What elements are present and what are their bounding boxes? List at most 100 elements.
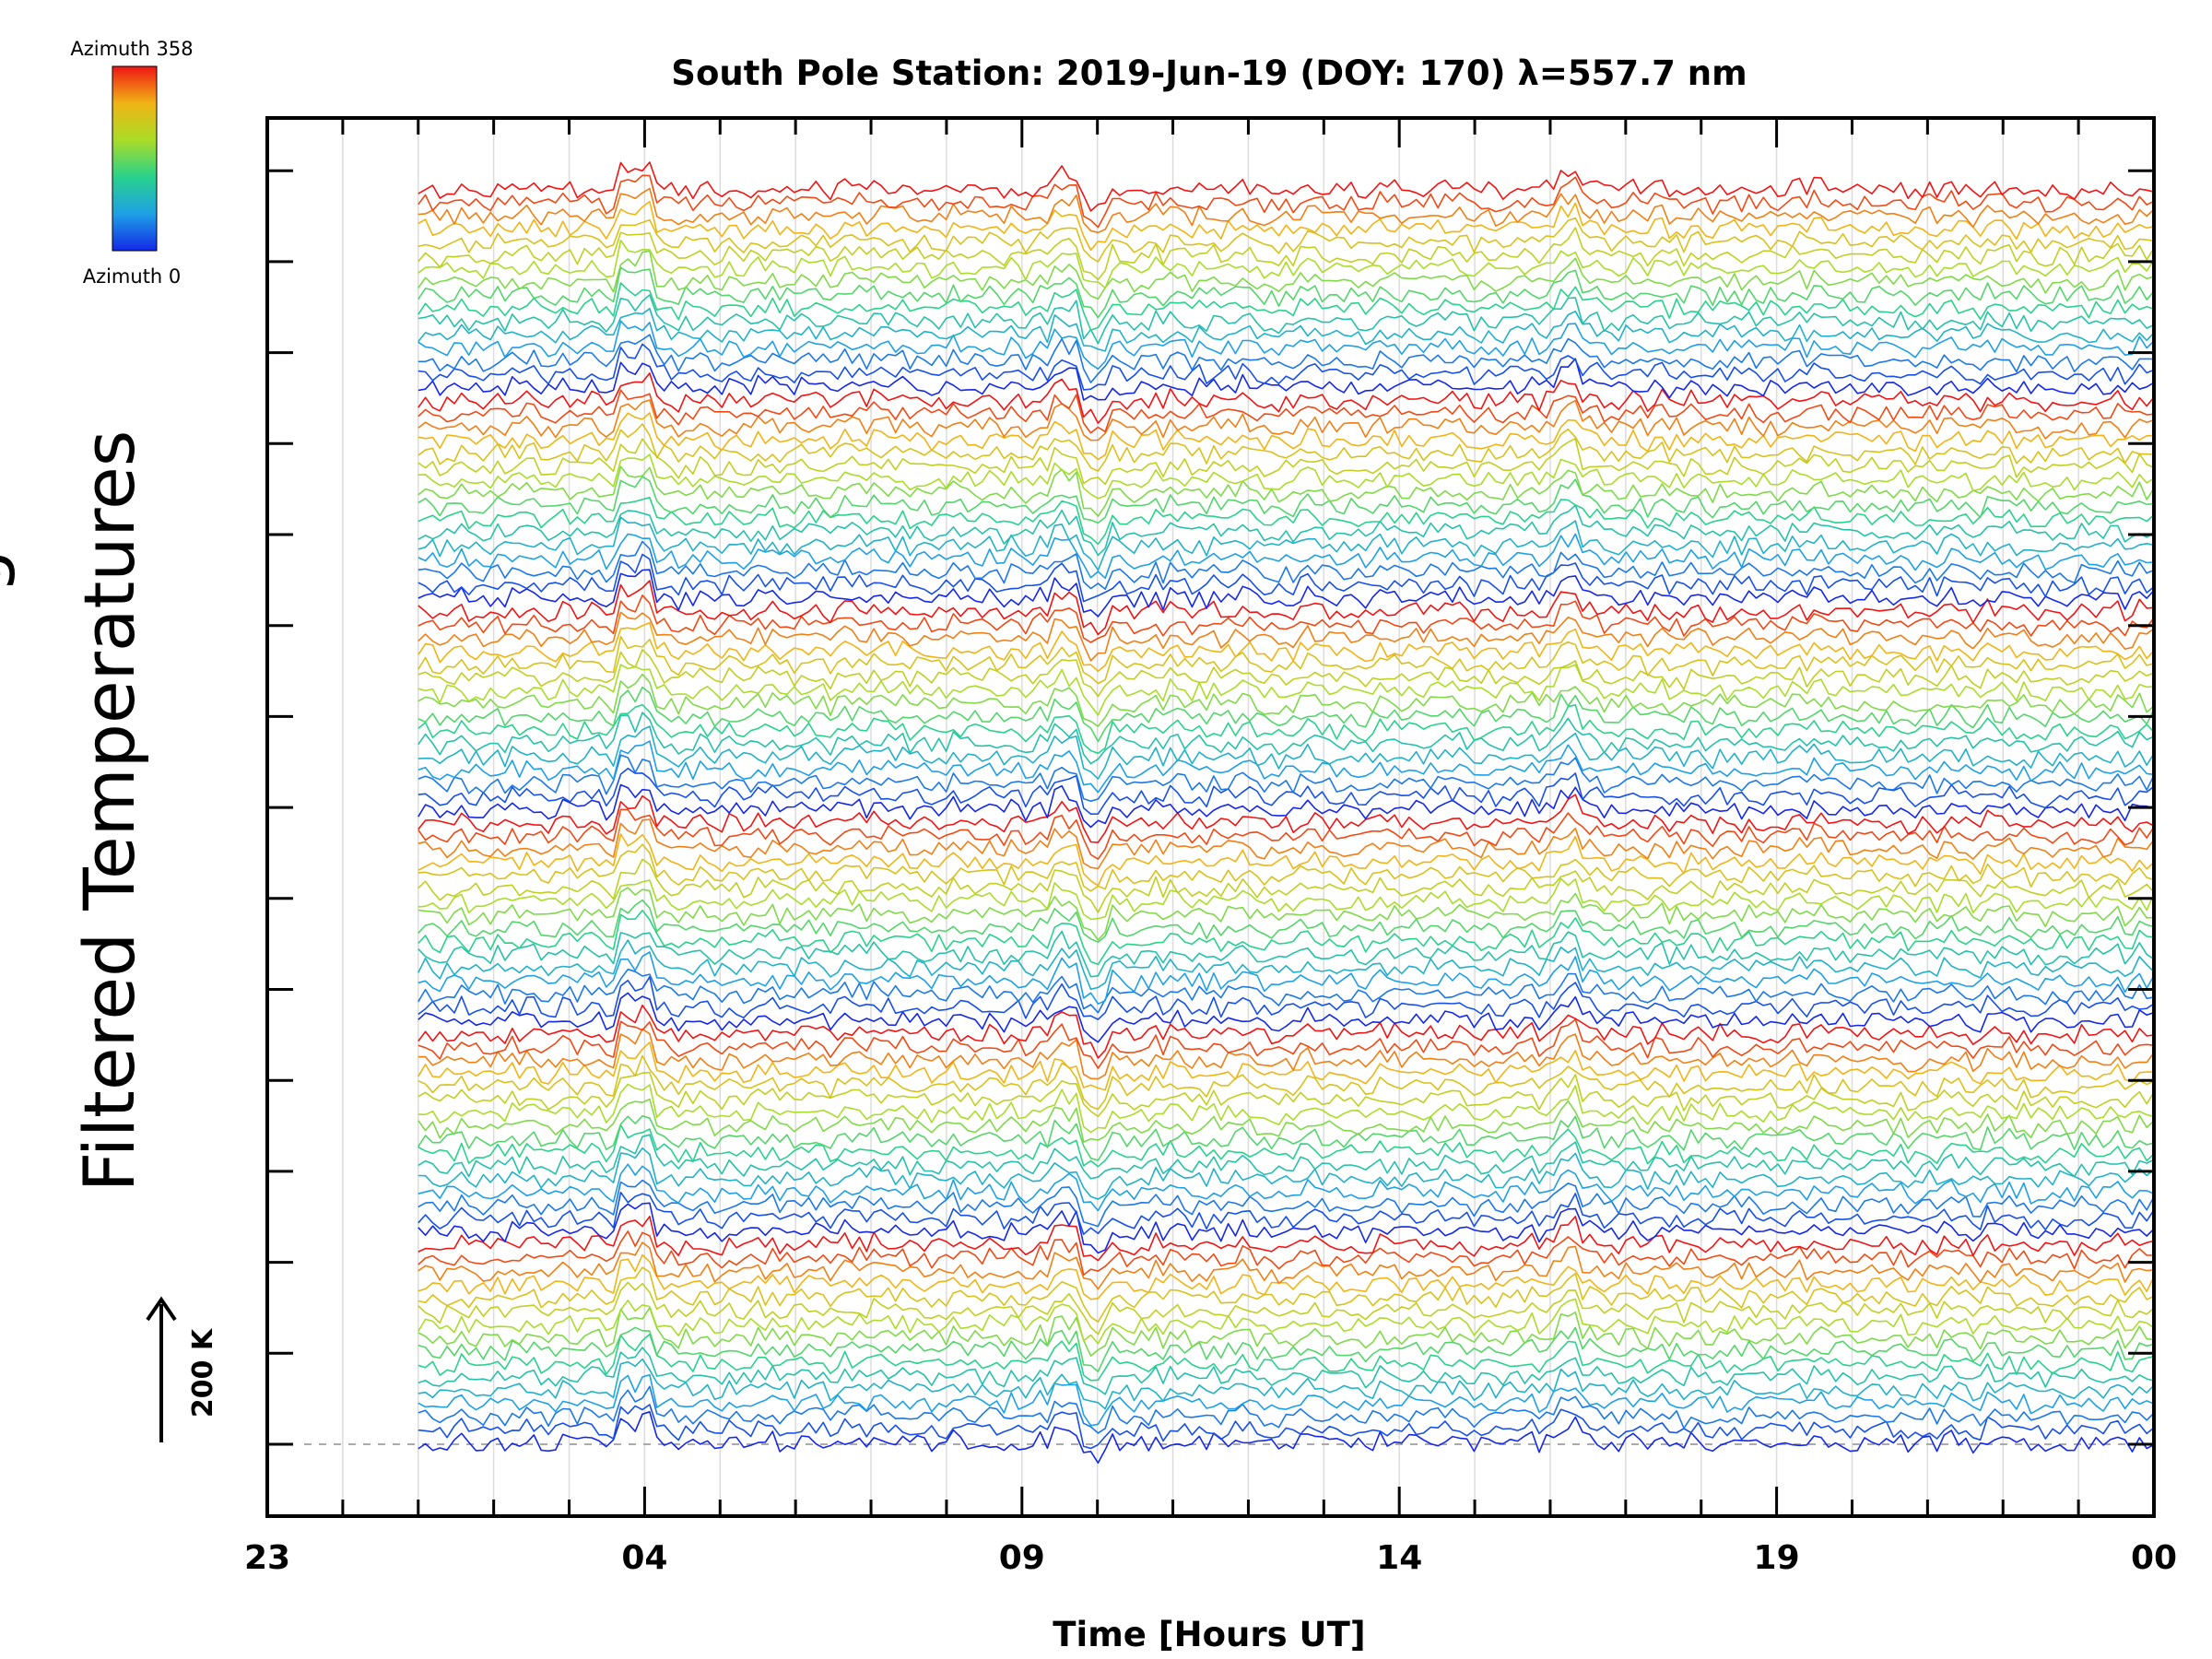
- series-line: [418, 1281, 2155, 1335]
- series-line: [418, 1253, 2155, 1300]
- series-line: [418, 1385, 2155, 1434]
- series-line: [418, 939, 2155, 991]
- series-line: [418, 686, 2155, 743]
- colorbar: [112, 65, 158, 252]
- series-line: [418, 250, 2155, 300]
- series-line: [418, 358, 2155, 401]
- series-line: [418, 294, 2155, 345]
- traces: [418, 161, 2155, 1465]
- series-line: [418, 909, 2155, 966]
- series-line: [418, 649, 2155, 698]
- series-line: [418, 372, 2155, 424]
- series-line: [418, 187, 2155, 234]
- series-line: [418, 553, 2155, 603]
- series-line: [418, 1098, 2155, 1143]
- series-line: [418, 1134, 2155, 1180]
- series-line: [418, 1179, 2155, 1228]
- series-line: [418, 307, 2155, 352]
- series-line: [418, 1115, 2155, 1161]
- series-line: [418, 320, 2155, 371]
- series-line: [418, 1054, 2155, 1111]
- series-line: [418, 282, 2155, 331]
- series-line: [418, 783, 2155, 829]
- series-line: [418, 200, 2155, 252]
- x-tick-label: 23: [244, 1539, 290, 1577]
- series-line: [418, 767, 2155, 816]
- vertical-grid: [266, 118, 2155, 1516]
- series-line: [418, 438, 2155, 486]
- series-line: [418, 1202, 2155, 1254]
- series-line: [418, 334, 2155, 383]
- x-axis-label: Time [Hours UT]: [1053, 1615, 1365, 1654]
- series-line: [418, 423, 2155, 472]
- plot-frame: [265, 116, 2156, 1518]
- series-line: [418, 227, 2155, 281]
- series-line: [418, 1404, 2155, 1450]
- series-line: [418, 174, 2155, 229]
- series-line: [418, 1266, 2155, 1323]
- series-line: [418, 976, 2155, 1020]
- scale-bar-arrowhead: [146, 1296, 177, 1322]
- series-line: [418, 930, 2155, 978]
- colorbar-legend: Azimuth 358 Azimuth 0: [70, 38, 193, 288]
- series-line: [418, 476, 2155, 524]
- series-line: [418, 1028, 2155, 1080]
- series-line: [418, 161, 2155, 212]
- series-line: [418, 266, 2155, 319]
- series-line: [418, 412, 2155, 461]
- series-line: [418, 453, 2155, 500]
- series-line: [418, 703, 2155, 755]
- series-line: [418, 725, 2155, 780]
- series-line: [418, 843, 2155, 892]
- series-line: [418, 1163, 2155, 1212]
- series-line: [418, 1326, 2155, 1372]
- chart-title: South Pole Station: 2019-Jun-19 (DOY: 17…: [671, 53, 1747, 93]
- series-line: [418, 1071, 2155, 1118]
- series-line: [418, 1241, 2155, 1290]
- series-line: [418, 887, 2155, 941]
- x-tick-label: 04: [621, 1539, 667, 1577]
- series-line: [418, 877, 2155, 921]
- series-line: [418, 754, 2155, 803]
- x-tick-labels: 23 04 09 14 19 00: [244, 1539, 2177, 1577]
- series-line: [418, 1018, 2155, 1069]
- y-axis-label-partial: g: [0, 549, 17, 594]
- series-line: [418, 399, 2155, 441]
- series-line: [418, 1358, 2155, 1410]
- x-tick-label: 09: [999, 1539, 1045, 1577]
- series-line: [418, 1373, 2155, 1427]
- series-line: [418, 239, 2155, 289]
- series-line: [418, 569, 2155, 618]
- series-line: [418, 673, 2155, 727]
- legend-top-label: Azimuth 358: [70, 38, 193, 60]
- series-line: [418, 664, 2155, 716]
- series-line: [418, 1347, 2155, 1395]
- series-line: [418, 343, 2155, 391]
- series-line: [418, 1307, 2155, 1357]
- series-line: [418, 1333, 2155, 1382]
- series-line: [418, 1147, 2155, 1200]
- series-line: [418, 1124, 2155, 1168]
- series-line: [418, 833, 2155, 887]
- legend-bottom-label: Azimuth 0: [83, 265, 182, 288]
- series-line: [418, 533, 2155, 580]
- series-line: [418, 808, 2155, 860]
- series-line: [418, 621, 2155, 673]
- series-line: [418, 1041, 2155, 1091]
- series-line: [418, 899, 2155, 944]
- series-line: [418, 1298, 2155, 1345]
- series-line: [418, 217, 2155, 263]
- x-tick-label: 19: [1754, 1539, 1800, 1577]
- axis-ticks: [265, 118, 2156, 1516]
- series-line: [418, 992, 2155, 1043]
- series-line: [418, 858, 2155, 913]
- series-line: [418, 540, 2155, 591]
- series-line: [418, 496, 2155, 546]
- series-line: [418, 594, 2155, 643]
- series-line: [418, 951, 2155, 1005]
- series-line: [418, 504, 2155, 557]
- series-line: [418, 1411, 2155, 1465]
- series-line: [418, 740, 2155, 794]
- series-line: [418, 580, 2155, 636]
